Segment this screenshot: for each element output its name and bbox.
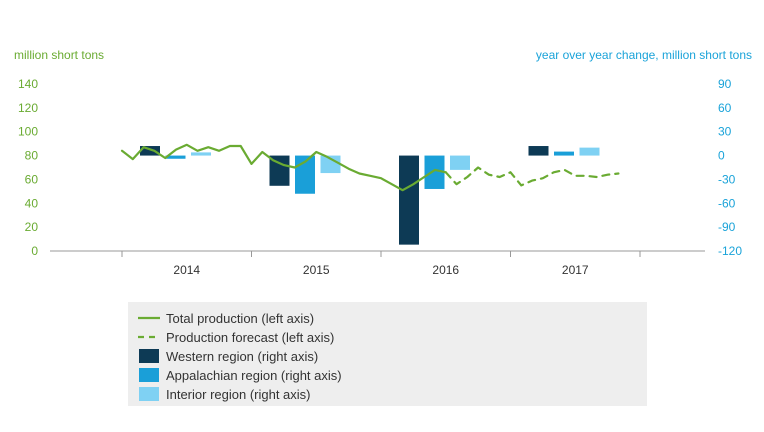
bar-interior-2014: [191, 152, 211, 156]
left-y-tick-label: 40: [25, 196, 39, 210]
legend-box: [128, 302, 647, 406]
bar-western-2016: [399, 155, 419, 245]
legend-label: Western region (right axis): [166, 349, 318, 364]
bar-interior-2017: [579, 147, 600, 156]
right-y-tick-label: -30: [718, 172, 736, 186]
legend-swatch-appalachian: [139, 368, 159, 382]
right-y-tick-label: 0: [718, 149, 725, 163]
production-line: [120, 143, 447, 192]
right-y-tick-label: -120: [718, 244, 742, 258]
left-y-tick-label: 80: [25, 149, 39, 163]
right-y-tick-label: 90: [718, 77, 732, 91]
x-tick-label: 2014: [173, 263, 200, 277]
left-y-tick-label: 140: [18, 77, 38, 91]
right-y-tick-label: 60: [718, 101, 732, 115]
axes-layer: [50, 250, 705, 257]
bar-interior-2015: [320, 155, 341, 174]
bar-appalachian-2017: [554, 151, 574, 156]
legend-label: Appalachian region (right axis): [166, 368, 342, 383]
right-y-tick-label: -90: [718, 220, 736, 234]
bar-western-2014: [140, 146, 160, 156]
bar-western-2017: [528, 146, 549, 156]
x-tick-label: 2015: [303, 263, 330, 277]
bar-appalachian-2014: [165, 155, 186, 159]
bar-appalachian-2016: [424, 155, 445, 189]
bar-interior-2016: [450, 155, 470, 170]
legend-label: Production forecast (left axis): [166, 330, 334, 345]
legend-swatch-interior: [139, 387, 159, 401]
left-y-tick-label: 120: [18, 101, 38, 115]
left-axis-title: million short tons: [14, 48, 104, 62]
x-tick-label: 2016: [432, 263, 459, 277]
left-y-tick-label: 60: [25, 172, 39, 186]
lines-layer: [120, 143, 620, 192]
right-y-tick-label: 30: [718, 125, 732, 139]
x-tick-label: 2017: [562, 263, 589, 277]
legend-label: Interior region (right axis): [166, 387, 311, 402]
legend: Total production (left axis) Production f…: [128, 302, 647, 406]
ticks-layer: 2014 2015 2016 2017 0 20 40 60 80 100 120 140 -120 -9…: [18, 77, 742, 277]
legend-swatch-western: [139, 349, 159, 363]
right-axis-title: year over year change, million short ton…: [536, 48, 752, 62]
bars-layer: [140, 146, 600, 245]
bar-western-2015: [269, 155, 290, 186]
left-y-tick-label: 0: [31, 244, 38, 258]
left-y-tick-label: 100: [18, 125, 38, 139]
legend-label: Total production (left axis): [166, 311, 314, 326]
right-y-tick-label: -60: [718, 196, 736, 210]
left-y-tick-label: 20: [25, 220, 39, 234]
forecast-line: [444, 166, 620, 187]
